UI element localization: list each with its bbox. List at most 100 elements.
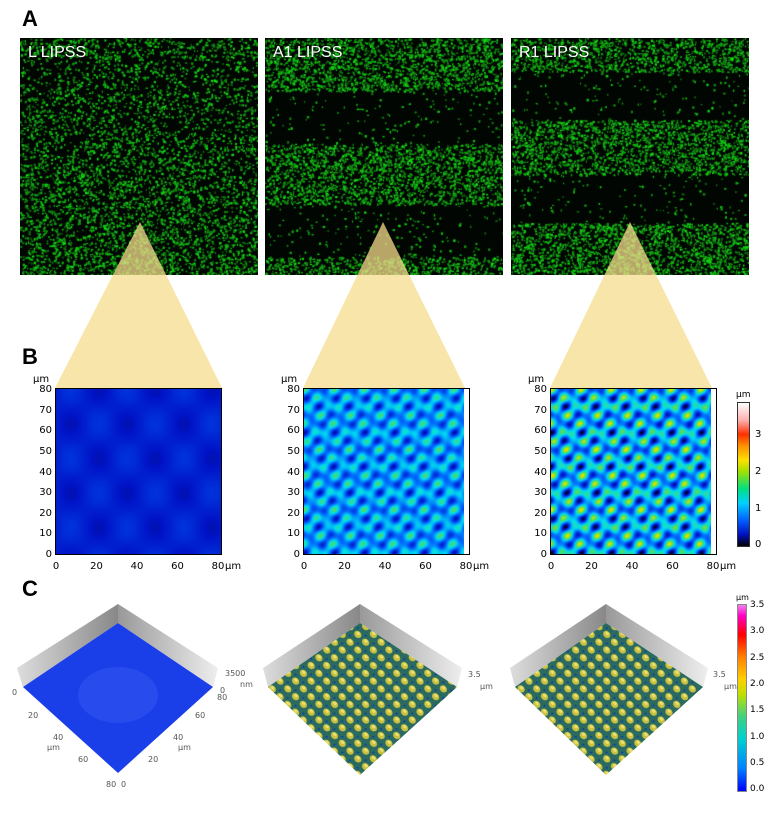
y-tick: 60 [39, 425, 52, 437]
colorbar-tick: 0.0 [750, 784, 765, 795]
y-tick: 80 [287, 384, 300, 396]
image-label: L LIPSS [28, 44, 87, 61]
panel-label-a: A [22, 6, 38, 31]
x-tick: 20 [338, 561, 351, 572]
axis-tick: 20 [28, 711, 39, 720]
colorbar-tick: 1.0 [750, 731, 765, 742]
axis-tick: 80 [106, 780, 117, 789]
panel-label-c: C [22, 576, 38, 601]
axis-unit: µm [473, 561, 490, 572]
y-tick: 60 [287, 425, 300, 437]
y-tick: 10 [39, 528, 52, 540]
z-tick: 3.5 [713, 670, 726, 679]
height-map-r1 [550, 388, 717, 555]
colorbar-tick: 2.0 [750, 678, 765, 689]
axis-unit: µm [47, 743, 60, 752]
axis-tick: 60 [195, 711, 206, 720]
y-tick: 40 [534, 466, 547, 478]
y-tick: 50 [534, 446, 547, 457]
y-tick: 30 [287, 487, 300, 499]
z-tick: 3.5 [468, 670, 481, 679]
x-tick: 20 [90, 561, 103, 572]
axis-unit: µm [178, 743, 191, 752]
axis-tick: 40 [53, 733, 64, 742]
axis-tick: 0 [121, 780, 127, 789]
colorbar-tick: 1 [755, 503, 762, 514]
y-tick: 70 [534, 404, 547, 416]
axis-unit: µm [720, 561, 737, 572]
surface-l [17, 604, 218, 773]
y-tick: 30 [534, 487, 547, 499]
y-tick: 40 [287, 466, 300, 478]
x-tick: 40 [378, 561, 392, 572]
colorbar-unit: µm [736, 390, 751, 400]
zoom-triangle [303, 222, 465, 388]
y-tick: 40 [39, 466, 52, 478]
y-tick: 70 [39, 404, 52, 416]
colorbar-unit: µm [736, 593, 749, 602]
y-tick: 20 [287, 507, 300, 519]
colorbar-b [737, 402, 750, 547]
x-tick: 0 [52, 561, 60, 572]
colorbar-tick: 3.0 [750, 626, 765, 637]
colorbar-tick: 0 [755, 539, 762, 550]
y-tick: 10 [534, 528, 547, 540]
x-tick: 0 [547, 561, 555, 572]
y-tick: 70 [287, 404, 300, 416]
z-unit: µm [480, 682, 493, 691]
y-tick: 10 [287, 528, 300, 540]
axis-unit: µm [33, 374, 50, 385]
panel-label-b: B [22, 344, 38, 369]
z-unit: nm [240, 680, 253, 689]
z-unit: µm [724, 682, 737, 691]
zoom-highlights [55, 222, 712, 388]
axis-unit: µm [281, 374, 298, 385]
surface-3d-plots [17, 604, 708, 775]
axis-tick: 0 [12, 688, 18, 697]
x-tick: 60 [171, 561, 184, 572]
x-tick: 40 [130, 561, 144, 572]
z-tick: 3500 [225, 669, 246, 678]
image-label: A1 LIPSS [273, 44, 343, 61]
zoom-triangle [550, 222, 712, 388]
y-tick: 50 [39, 446, 52, 457]
y-tick: 80 [534, 384, 547, 396]
y-tick: 20 [534, 507, 547, 519]
x-tick: 60 [666, 561, 679, 572]
x-tick: 80 [211, 561, 225, 572]
colorbar-tick: 2 [755, 466, 762, 477]
z-tick: 0 [220, 686, 226, 695]
colorbar-tick: 0.5 [750, 757, 765, 768]
x-tick: 40 [625, 561, 639, 572]
zoom-triangle [55, 222, 222, 388]
y-tick: 0 [293, 549, 300, 560]
colorbar-tick: 1.5 [750, 705, 765, 716]
image-label: R1 LIPSS [519, 44, 590, 61]
surface-a1 [263, 604, 462, 775]
y-tick: 60 [534, 425, 547, 437]
axis-tick: 40 [173, 733, 184, 742]
axis-unit: µm [225, 561, 242, 572]
axis-tick: 80 [217, 693, 228, 702]
colorbar-tick: 2.5 [750, 652, 765, 663]
axis-unit: µm [528, 374, 545, 385]
y-tick: 50 [287, 446, 300, 457]
colorbar-tick: 3 [755, 429, 762, 440]
y-tick: 80 [39, 384, 52, 396]
height-map-l [55, 388, 222, 555]
axis-tick: 20 [148, 755, 159, 764]
micrograph-r1-lipss: R1 LIPSS [511, 38, 749, 275]
colorbar-tick: 3.5 [750, 600, 765, 610]
y-tick: 0 [45, 549, 52, 560]
axis-tick: 60 [78, 755, 89, 764]
y-tick: 20 [39, 507, 52, 519]
colorbar-c [737, 604, 747, 792]
x-tick: 80 [459, 561, 473, 572]
x-tick: 20 [585, 561, 598, 572]
y-tick: 0 [540, 549, 547, 560]
y-tick: 30 [39, 487, 52, 499]
x-tick: 0 [300, 561, 308, 572]
x-tick: 80 [706, 561, 720, 572]
x-tick: 60 [419, 561, 432, 572]
